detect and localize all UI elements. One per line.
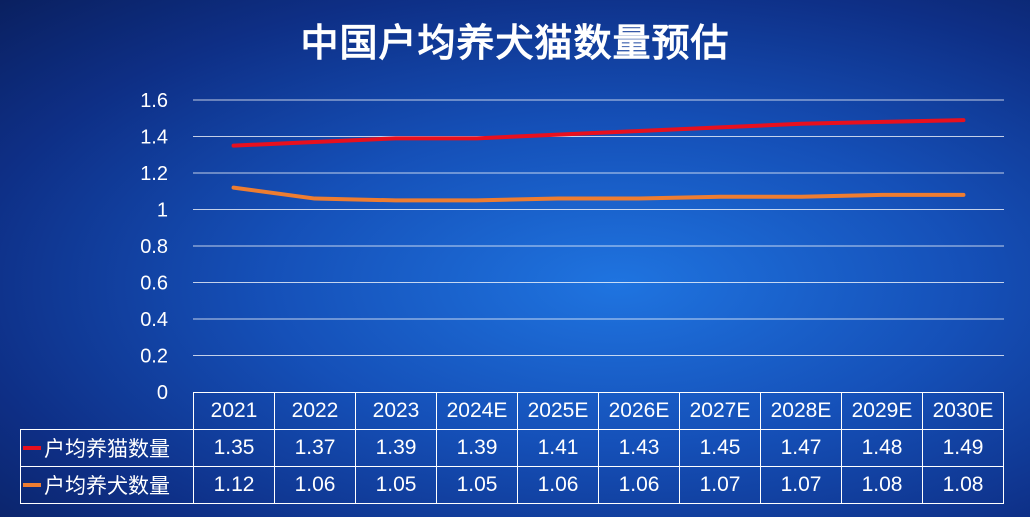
chart-title: 中国户均养犬猫数量预估: [300, 21, 730, 65]
series-name: 户均养犬数量: [44, 475, 170, 498]
data-label: 1.41: [517, 429, 599, 467]
category-label: 2030E: [922, 392, 1004, 430]
data-label: 1.43: [598, 429, 680, 467]
data-label: 1.05: [355, 466, 437, 504]
y-tick-label: 1.2: [140, 163, 168, 185]
series-name: 户均养猫数量: [44, 438, 170, 461]
category-label: 2026E: [598, 392, 680, 430]
series-line-cat: [231, 118, 966, 148]
grid-lines: [193, 99, 1004, 356]
category-label: 2022: [274, 392, 356, 430]
table-header-row: 2021 2022 2023 2024E 2025E 2026E 2027E 2…: [21, 392, 1004, 430]
y-tick-label: 0.2: [140, 346, 168, 368]
data-label: 1.45: [679, 429, 761, 467]
y-tick-label: 0: [157, 382, 168, 404]
category-label: 2024E: [436, 392, 518, 430]
category-label: 2028E: [760, 392, 842, 430]
y-axis-tick-labels: 0 0.2 0.4 0.6 0.8 1 1.2 1.4 1.6: [140, 90, 168, 404]
category-label: 2023: [355, 392, 437, 430]
table-row-dog: 户均养犬数量 1.12 1.06 1.05 1.05 1.06 1.06 1.0…: [20, 466, 1004, 504]
data-label: 1.07: [760, 466, 842, 504]
data-label: 1.48: [841, 429, 923, 467]
legend-swatch-dog: [23, 483, 41, 487]
data-label: 1.47: [760, 429, 842, 467]
y-tick-label: 0.8: [140, 236, 168, 258]
y-tick-label: 1.6: [140, 90, 168, 112]
data-label: 1.08: [922, 466, 1004, 504]
y-tick-label: 1.4: [140, 127, 168, 149]
series-lines: [231, 118, 966, 203]
y-tick-label: 0.4: [140, 309, 168, 331]
data-label: 1.39: [436, 429, 518, 467]
data-label: 1.37: [274, 429, 356, 467]
data-label: 1.07: [679, 466, 761, 504]
data-label: 1.06: [517, 466, 599, 504]
y-tick-label: 1: [157, 200, 168, 222]
legend-swatch-cat: [23, 446, 41, 450]
data-label: 1.08: [841, 466, 923, 504]
data-label: 1.06: [274, 466, 356, 504]
series-line-dog: [231, 185, 966, 203]
category-label: 2025E: [517, 392, 599, 430]
table-row-cat: 户均养猫数量 1.35 1.37 1.39 1.39 1.41 1.43 1.4…: [20, 429, 1004, 467]
data-table: 2021 2022 2023 2024E 2025E 2026E 2027E 2…: [20, 392, 1004, 504]
category-label: 2029E: [841, 392, 923, 430]
data-label: 1.49: [922, 429, 1004, 467]
table-corner: [21, 393, 194, 430]
data-label: 1.12: [193, 466, 275, 504]
data-label: 1.39: [355, 429, 437, 467]
category-label: 2021: [193, 392, 275, 430]
legend-entry-cat: 户均养猫数量: [20, 429, 194, 467]
legend-entry-dog: 户均养犬数量: [20, 466, 194, 504]
data-label: 1.05: [436, 466, 518, 504]
data-label: 1.35: [193, 429, 275, 467]
category-label: 2027E: [679, 392, 761, 430]
data-label: 1.06: [598, 466, 680, 504]
y-tick-label: 0.6: [140, 273, 168, 295]
